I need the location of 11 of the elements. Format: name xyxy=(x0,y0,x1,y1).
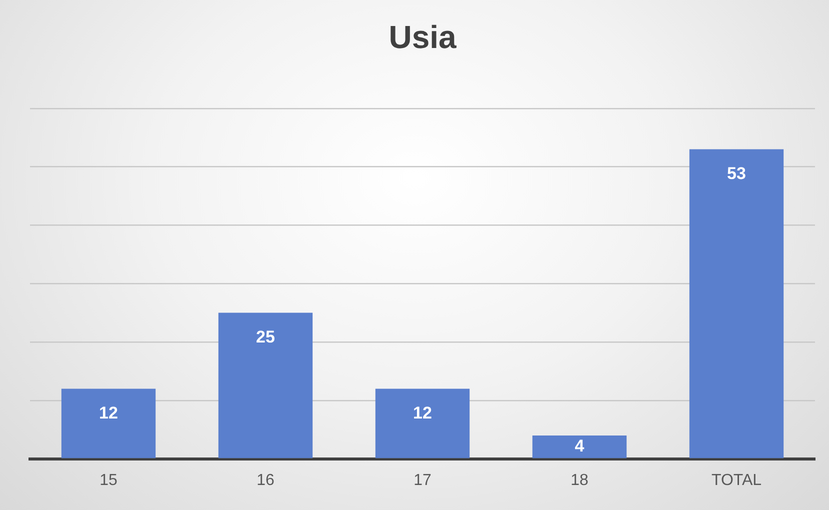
x-tick-label: 18 xyxy=(570,472,588,489)
data-label: 4 xyxy=(574,436,585,456)
data-label: 25 xyxy=(256,327,275,346)
x-tick-label: 17 xyxy=(414,472,432,489)
x-tick-label: TOTAL xyxy=(711,472,762,489)
data-label: 12 xyxy=(413,403,432,422)
x-tick-label: 15 xyxy=(100,472,118,489)
x-tick-label: 16 xyxy=(256,472,274,489)
data-label: 53 xyxy=(727,164,746,183)
data-label: 12 xyxy=(99,403,118,422)
chart-title: Usia xyxy=(388,19,456,56)
